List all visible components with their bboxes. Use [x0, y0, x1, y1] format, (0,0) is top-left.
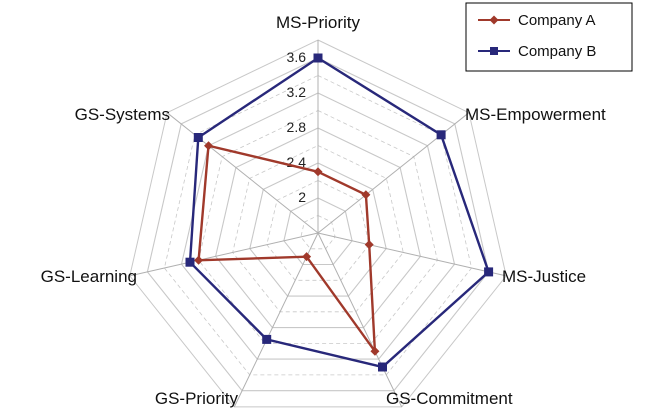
axis-label-layer: MS-Priority MS-Empowerment MS-Justice GS-Co…: [41, 13, 606, 408]
axis-label-gs-learning: GS-Learning: [41, 267, 137, 286]
grid-ring-2-6: [232, 145, 404, 313]
legend-label-company-b: Company B: [518, 43, 596, 60]
series-line-company-b: [188, 56, 490, 369]
data-point-company-a-gs-learning: [194, 255, 204, 265]
tick-label-layer: 22.42.83.23.6: [287, 49, 307, 205]
data-point-company-b-gs-learning: [185, 257, 195, 267]
data-point-company-b-gs-systems: [193, 133, 203, 142]
spoke-ms-justice: [317, 232, 507, 277]
data-point-company-b-gs-commitment: [378, 362, 387, 372]
axis-label-gs-commitment: GS-Commitment: [386, 389, 513, 408]
legend-marker-company-b: [490, 47, 498, 55]
legend-label-company-a: Company A: [518, 12, 596, 29]
spoke-gs-commitment: [317, 232, 403, 408]
axis-label-ms-empowerment: MS-Empowerment: [465, 105, 606, 124]
data-point-company-a-gs-systems: [204, 141, 214, 151]
tick-label-3-6: 3.6: [287, 49, 307, 65]
axis-label-ms-priority: MS-Priority: [276, 13, 361, 32]
axis-label-gs-systems: GS-Systems: [75, 105, 170, 124]
tick-label-2-8: 2.8: [287, 119, 307, 135]
axis-label-ms-justice: MS-Justice: [502, 267, 586, 286]
spoke-ms-empowerment: [317, 112, 470, 234]
data-point-company-b-ms-justice: [484, 267, 494, 277]
data-point-company-a-gs-commitment: [370, 346, 380, 356]
grid-ring-2: [283, 197, 353, 266]
tick-label-2: 2: [298, 189, 306, 205]
series-company-a: [194, 141, 380, 356]
grid-outer-frame: [129, 39, 507, 408]
spoke-gs-systems: [166, 112, 319, 234]
grid-ring-3-6: [146, 57, 490, 392]
grid-ring-3-2: [180, 92, 456, 360]
data-point-company-a-ms-justice: [364, 240, 374, 250]
legend-box: [465, 2, 633, 72]
grid-ring-1-8: [300, 215, 336, 250]
grid-ring-2-8: [215, 127, 421, 329]
spoke-layer: [129, 40, 507, 408]
grid-ring-3: [198, 110, 438, 344]
data-point-company-b-ms-priority: [313, 53, 323, 63]
spoke-gs-priority: [233, 232, 319, 408]
grid-ring-2-4: [249, 162, 387, 297]
grid-layer: [129, 39, 507, 408]
tick-label-3-2: 3.2: [287, 84, 307, 100]
series-company-b: [185, 53, 494, 372]
axis-label-gs-priority: GS-Priority: [155, 389, 239, 408]
series-layer: [185, 53, 494, 372]
data-point-company-a-gs-priority: [302, 252, 312, 262]
data-point-company-b-gs-priority: [262, 334, 272, 344]
data-point-company-b-ms-empowerment: [436, 130, 446, 140]
data-point-company-a-ms-priority: [313, 167, 323, 177]
grid-ring-3-4: [163, 75, 473, 376]
legend-marker-company-a: [489, 15, 499, 25]
spoke-gs-learning: [129, 232, 319, 277]
data-point-company-a-ms-empowerment: [361, 190, 371, 200]
series-line-company-a: [197, 144, 377, 356]
legend: Company A Company B: [465, 2, 633, 72]
